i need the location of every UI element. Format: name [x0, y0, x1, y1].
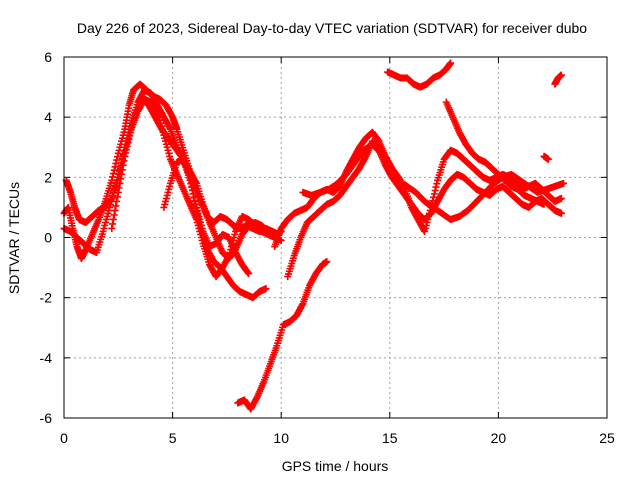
data-point	[109, 220, 117, 228]
data-point	[544, 155, 552, 163]
data-point	[191, 197, 199, 205]
data-points	[60, 59, 568, 413]
data-point	[113, 193, 121, 201]
data-point	[112, 202, 120, 210]
data-point	[192, 200, 200, 208]
data-point	[187, 180, 195, 188]
data-point	[118, 170, 126, 178]
series-track-5	[160, 155, 253, 278]
data-point	[190, 193, 198, 201]
data-point	[447, 59, 455, 67]
y-tick-label: -6	[40, 410, 53, 426]
series-track-13	[540, 152, 552, 163]
data-point	[188, 183, 196, 191]
y-tick-label: 4	[44, 109, 52, 125]
x-tick-label: 15	[382, 430, 398, 446]
data-point	[113, 153, 121, 161]
data-point	[117, 175, 125, 183]
y-tick-label: -4	[40, 350, 53, 366]
data-point	[153, 106, 161, 114]
data-point	[557, 209, 565, 217]
chart-title: Day 226 of 2023, Sidereal Day-to-day VTE…	[77, 20, 587, 36]
data-point	[110, 211, 118, 219]
data-point	[557, 71, 565, 79]
x-axis-label: GPS time / hours	[282, 458, 389, 474]
y-tick-label: -2	[40, 290, 53, 306]
plot-frame	[63, 56, 608, 419]
data-point	[113, 197, 121, 205]
data-point	[108, 224, 116, 232]
series-track-9	[299, 140, 568, 223]
data-point	[188, 186, 196, 194]
data-point	[111, 206, 119, 214]
data-point	[116, 179, 124, 187]
grid-lines	[64, 57, 607, 418]
data-point	[122, 146, 130, 154]
x-tick-label: 0	[60, 430, 68, 446]
data-point	[109, 215, 117, 223]
data-point	[189, 190, 197, 198]
data-point	[126, 132, 134, 140]
y-axis-label: SDTVAR / TECUs	[6, 182, 22, 294]
series-track-6	[234, 258, 331, 413]
series-track-10	[442, 98, 548, 208]
data-point	[244, 268, 252, 276]
data-point	[123, 142, 131, 150]
x-tick-label: 5	[169, 430, 177, 446]
data-point	[540, 200, 548, 208]
x-tick-label: 20	[491, 430, 507, 446]
axis-ticks: 0 5 10 15 20 25 -6 -4 -2 0 2 4 6	[40, 49, 615, 446]
data-point	[192, 178, 200, 186]
x-tick-label: 25	[599, 430, 615, 446]
data-point	[124, 139, 132, 147]
data-point	[121, 152, 129, 160]
data-point	[113, 156, 121, 164]
series-track-7	[271, 128, 565, 251]
data-point	[433, 180, 441, 188]
data-point	[186, 176, 194, 184]
series-track-11	[384, 59, 455, 91]
data-point	[125, 135, 133, 143]
data-point	[224, 253, 232, 261]
data-point	[557, 194, 565, 202]
x-tick-label: 10	[273, 430, 289, 446]
data-point	[245, 270, 253, 278]
data-point	[115, 184, 123, 192]
data-point	[431, 186, 439, 194]
data-point	[432, 183, 440, 191]
data-point	[119, 161, 127, 169]
data-point	[112, 159, 120, 167]
data-point	[298, 301, 306, 309]
data-point	[120, 157, 128, 165]
data-point	[430, 193, 438, 201]
series-track-12	[551, 71, 565, 88]
data-point	[122, 149, 130, 157]
y-tick-label: 2	[44, 169, 52, 185]
data-point	[262, 285, 270, 293]
data-point	[560, 179, 568, 187]
data-point	[127, 129, 135, 137]
data-point	[323, 258, 331, 266]
data-point	[114, 188, 122, 196]
data-point	[430, 190, 438, 198]
y-tick-label: 6	[44, 49, 52, 65]
y-tick-label: 0	[44, 230, 52, 246]
data-point	[118, 166, 126, 174]
data-point	[107, 196, 115, 204]
data-point	[166, 124, 174, 132]
